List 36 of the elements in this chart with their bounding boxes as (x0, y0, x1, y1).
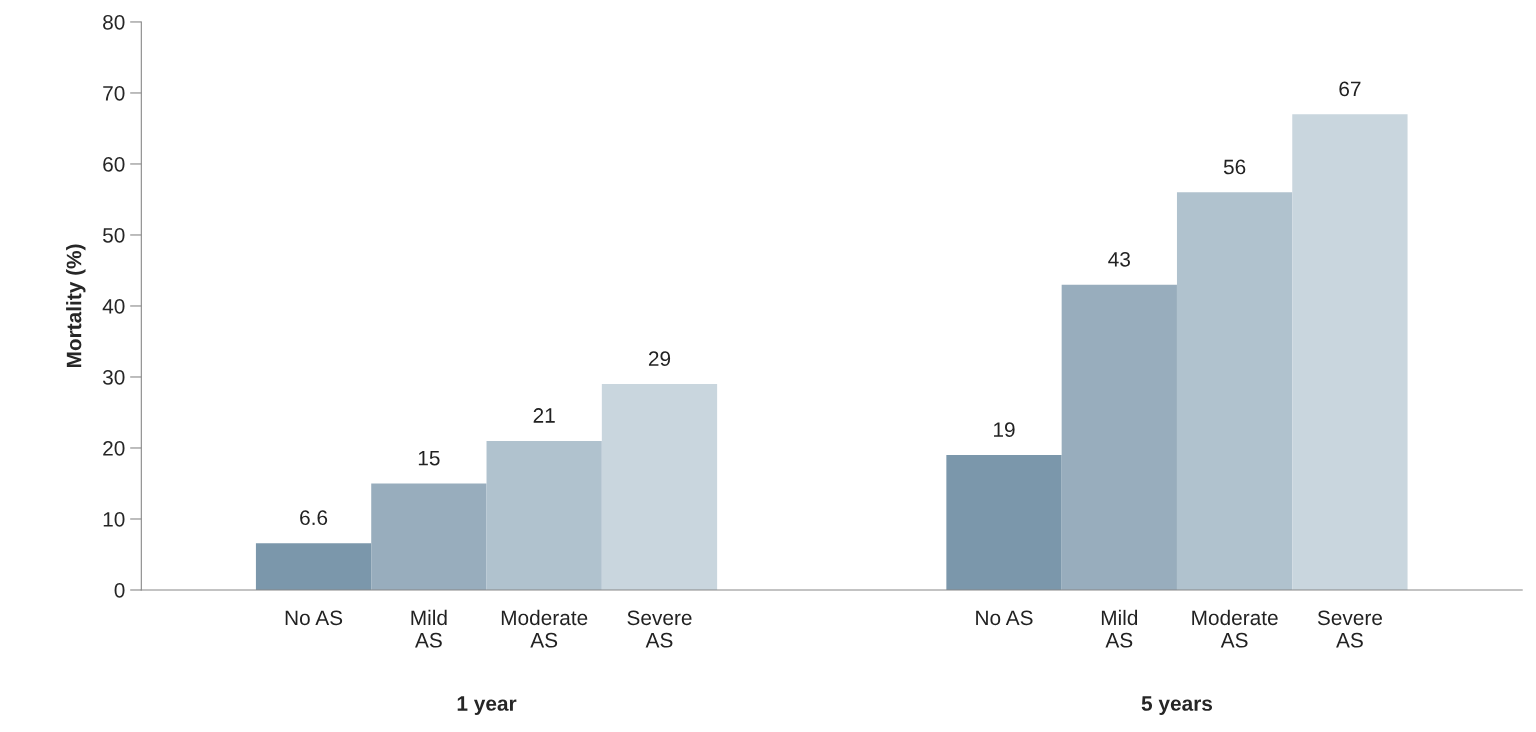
text: Mild AS (1101, 609, 1138, 648)
y-tick-label: 80 (103, 14, 125, 30)
y-tick-label: 10 (103, 511, 125, 527)
data-label: 6.6 (300, 510, 328, 526)
bar (255, 543, 372, 590)
y-tick-label: 0 (114, 582, 125, 598)
bar (601, 384, 718, 590)
data-label: 67 (1339, 81, 1361, 97)
bar (946, 455, 1062, 590)
bar (1176, 192, 1293, 590)
x-tick-label: 5 years (1141, 696, 1213, 715)
data-label: 19 (994, 422, 1015, 438)
data-label: 56 (1223, 159, 1246, 175)
text: Severe AS (1317, 610, 1382, 648)
data-label: 29 (648, 351, 671, 367)
series-label: Moderate AS (501, 609, 588, 648)
series-label: Severe AS (627, 610, 692, 648)
bar (371, 483, 487, 590)
bar (1061, 284, 1177, 590)
text: Moderate AS (1192, 609, 1278, 648)
data-label: 15 (418, 450, 440, 466)
text: No AS (976, 610, 1033, 626)
y-tick-label: 60 (103, 156, 125, 172)
series-label: No AS (285, 610, 343, 626)
y-tick-label: 50 (103, 227, 125, 243)
data-label: 21 (533, 408, 555, 423)
y-tick-label: 20 (103, 440, 125, 456)
bar (486, 440, 602, 590)
y-tick-label: 70 (103, 85, 125, 101)
bar (1292, 114, 1408, 590)
series-label: Mild AS (411, 609, 447, 648)
x-tick-label: 1 year (457, 696, 517, 715)
y-axis-title: Mortality (%) (66, 244, 86, 368)
y-tick-label: 40 (102, 298, 125, 314)
y-tick-label: 30 (102, 369, 125, 385)
data-label: 43 (1108, 251, 1130, 267)
